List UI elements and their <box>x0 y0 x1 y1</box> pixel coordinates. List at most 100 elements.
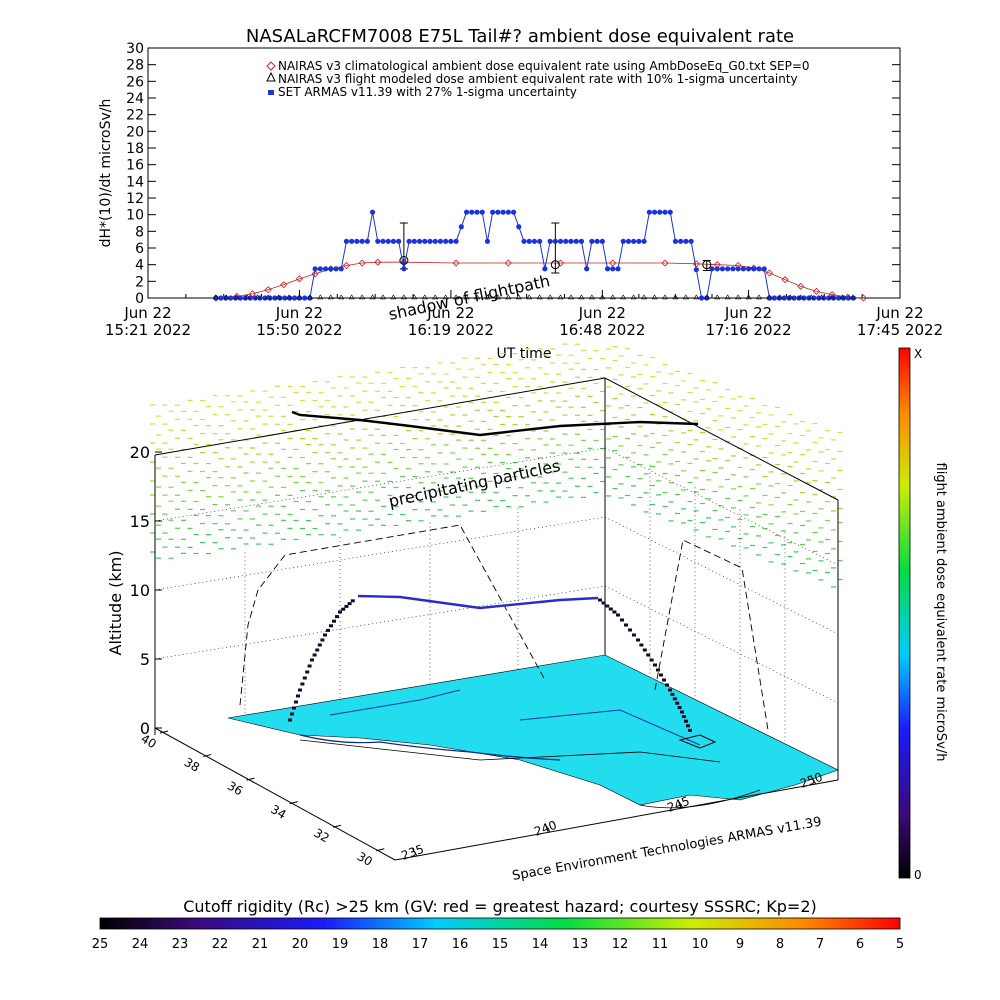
box-frame <box>154 377 839 780</box>
colorbar-tick-label: 22 <box>212 937 229 952</box>
data-point <box>781 276 789 284</box>
y-tick-label: 30 <box>126 41 144 57</box>
latitude-tick-label: 36 <box>225 779 245 799</box>
latitude-tick-label: 30 <box>355 849 375 869</box>
data-point <box>756 266 762 272</box>
baseline-marker <box>327 294 334 300</box>
data-point <box>349 238 355 244</box>
flight-point <box>616 613 620 617</box>
cruise-segment <box>357 594 599 610</box>
colorbar-tick-label: 8 <box>776 937 784 952</box>
data-point <box>422 238 428 244</box>
baseline-marker <box>432 294 439 300</box>
flight-point <box>290 712 294 716</box>
latitude-tick-label: 38 <box>182 755 202 775</box>
data-point <box>375 238 381 244</box>
colorbar-tick-label: 14 <box>532 937 549 952</box>
baseline-marker <box>505 294 512 300</box>
data-point <box>683 238 689 244</box>
series-line <box>215 261 864 299</box>
wall-profile-right <box>654 539 769 731</box>
data-point <box>609 259 617 267</box>
data-point <box>399 256 409 265</box>
wall-gridline <box>604 516 839 635</box>
baseline-marker <box>400 294 407 300</box>
x-tick-label: 17:45 2022 <box>857 321 943 339</box>
data-point <box>740 266 746 272</box>
data-point <box>801 295 807 301</box>
data-point <box>358 259 366 267</box>
data-point <box>495 209 501 215</box>
data-point <box>625 238 632 244</box>
data-point <box>661 259 669 267</box>
data-point <box>416 238 423 244</box>
data-point <box>573 238 579 244</box>
data-point <box>692 260 700 268</box>
flight-point <box>682 715 686 719</box>
data-point <box>672 238 679 244</box>
baseline-marker <box>254 294 261 300</box>
y-tick-label: 12 <box>126 191 144 207</box>
data-point <box>584 266 590 272</box>
colorbar-tick-label: 12 <box>612 937 629 952</box>
data-point <box>427 238 433 244</box>
flight-point <box>677 706 682 710</box>
flight-point <box>320 638 325 642</box>
vertical-colorbar-bottom-label: 0 <box>914 868 922 882</box>
data-point <box>547 238 553 244</box>
flight-point <box>312 653 317 657</box>
data-point <box>835 295 842 301</box>
altitude-tick-label: 20 <box>130 443 150 462</box>
baseline-marker <box>609 294 616 300</box>
baseline-marker <box>515 294 522 300</box>
x-tick-label: 16:19 2022 <box>408 321 494 339</box>
data-point <box>521 238 527 244</box>
x-tick-label: 17:16 2022 <box>705 321 791 339</box>
baseline-marker <box>338 294 345 300</box>
baseline-marker <box>766 294 773 300</box>
baseline-marker <box>588 294 595 300</box>
flight-point <box>326 628 330 632</box>
baseline-marker <box>484 294 491 300</box>
flight-point <box>649 658 654 662</box>
flight-point <box>628 628 632 632</box>
flight-point <box>620 618 624 622</box>
flight-point <box>323 633 327 637</box>
flight-point <box>670 692 675 696</box>
y-tick-label: 6 <box>135 241 144 257</box>
baseline-marker <box>223 294 230 300</box>
flight-point <box>680 710 684 714</box>
data-point <box>599 238 605 244</box>
longitude-tick <box>544 823 551 833</box>
longitude-tick-label: 240 <box>532 818 558 839</box>
baseline-marker <box>421 294 428 300</box>
baseline-marker <box>672 294 679 300</box>
baseline-marker <box>494 294 501 300</box>
y-tick-label: 4 <box>135 258 144 274</box>
flight-point <box>335 615 339 619</box>
data-point <box>401 266 407 272</box>
data-point <box>374 258 382 266</box>
flight-point <box>302 676 307 680</box>
data-point <box>411 238 417 244</box>
data-point <box>604 266 611 272</box>
flight-point <box>624 623 628 627</box>
baseline-marker <box>745 294 752 300</box>
flight-point <box>315 648 320 652</box>
data-point <box>500 209 506 215</box>
data-point <box>228 295 234 301</box>
colorbar-tick-label: 25 <box>92 937 109 952</box>
data-point <box>312 266 318 272</box>
colorbar-tick-label: 6 <box>856 937 864 952</box>
flight-point <box>659 673 663 677</box>
data-point <box>765 269 774 277</box>
latitude-tick <box>289 801 298 805</box>
baseline-marker <box>212 294 219 300</box>
altitude-tick-label: 0 <box>140 719 150 738</box>
data-point <box>797 282 805 290</box>
baseline-marker <box>390 294 397 300</box>
data-point <box>505 209 511 215</box>
baseline-marker <box>233 294 240 300</box>
